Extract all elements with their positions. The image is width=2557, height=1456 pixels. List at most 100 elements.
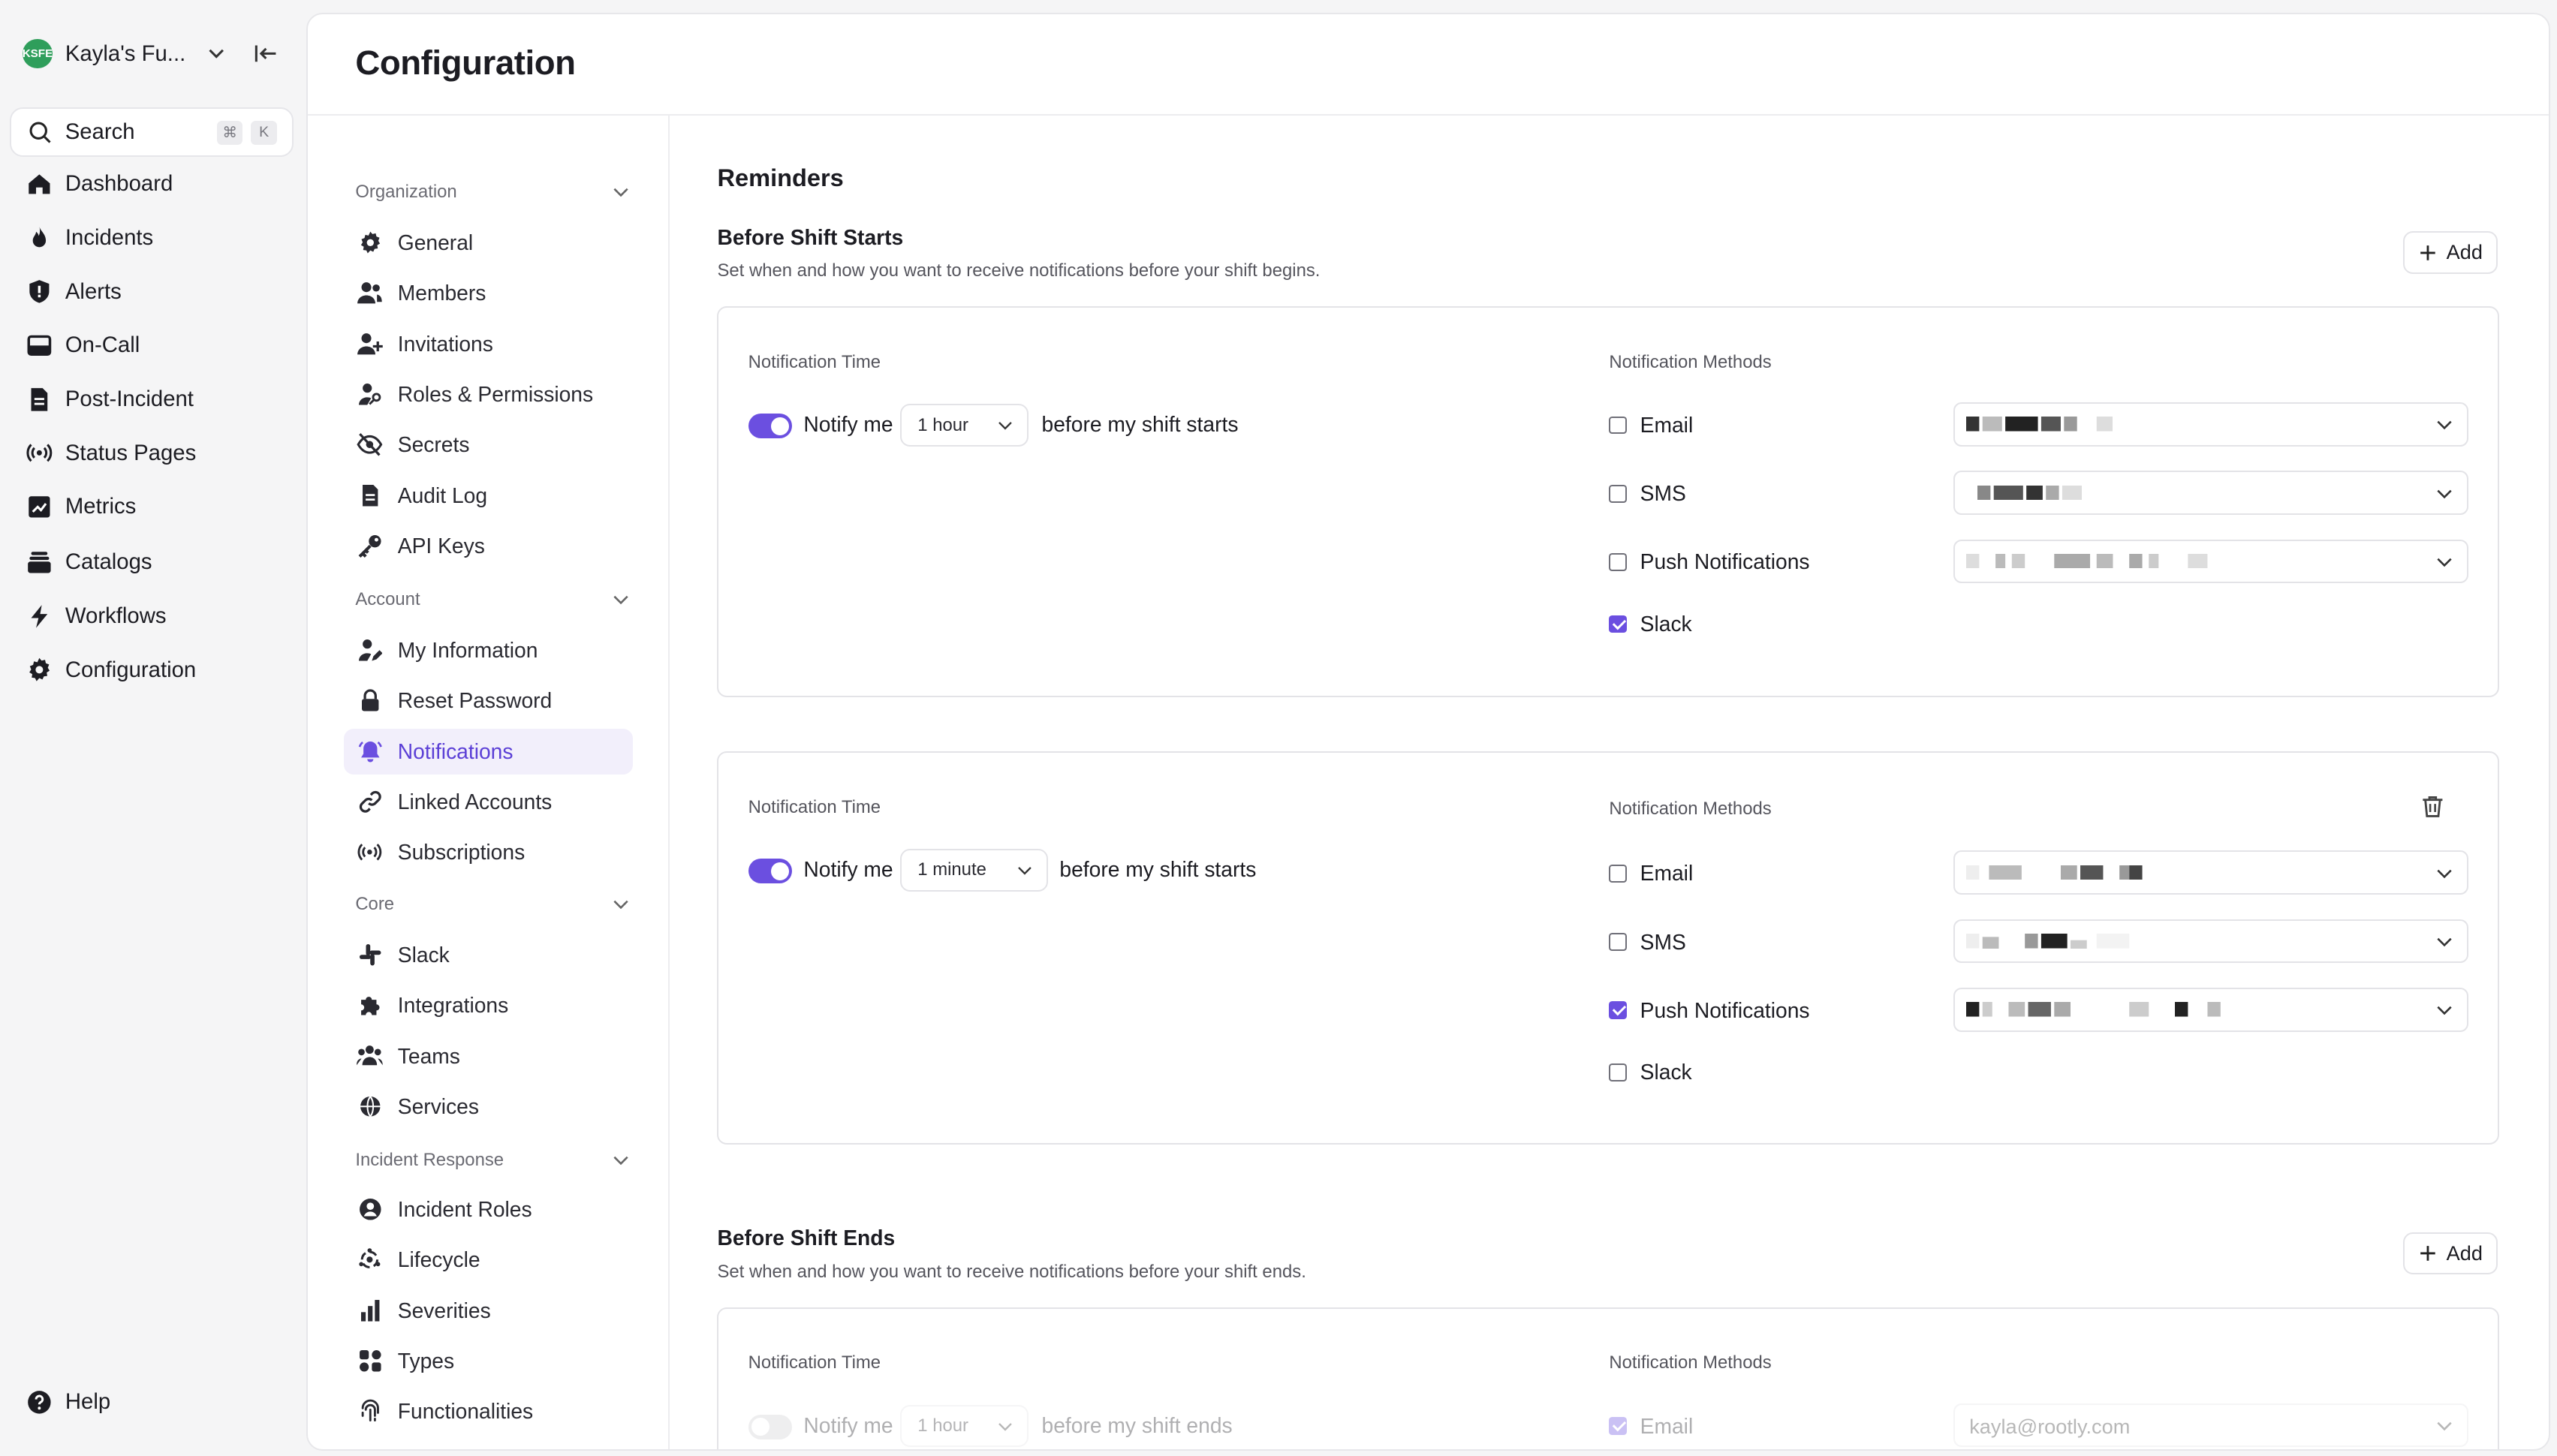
settings-item-types[interactable]: Types	[344, 1338, 632, 1384]
checkbox[interactable]	[1609, 553, 1628, 571]
org-avatar: KSFE	[23, 39, 53, 69]
nav-configuration[interactable]: Configuration	[10, 647, 294, 693]
settings-item-label: My Information	[397, 637, 538, 662]
settings-item-subscriptions[interactable]: Subscriptions	[344, 829, 632, 875]
chevron-down-icon	[2437, 869, 2452, 878]
settings-item-severities[interactable]: Severities	[344, 1288, 632, 1334]
settings-item-my-information[interactable]: My Information	[344, 627, 632, 673]
checkbox[interactable]	[1609, 933, 1628, 951]
add-before-end-button[interactable]: Add	[2403, 1232, 2498, 1275]
reminder-toggle[interactable]	[748, 859, 793, 883]
settings-item-label: Integrations	[397, 993, 509, 1018]
section-account[interactable]: Account	[355, 587, 636, 613]
user-plus-icon	[357, 331, 384, 357]
checkbox[interactable]	[1609, 864, 1628, 883]
stack-icon	[26, 549, 53, 576]
method-sms[interactable]: SMS	[1609, 929, 1686, 955]
time-select[interactable]: 1 hour	[899, 1404, 1029, 1448]
checkbox[interactable]	[1609, 1417, 1628, 1436]
nav-on-call[interactable]: On-Call	[10, 323, 294, 369]
checkbox[interactable]	[1609, 484, 1628, 503]
section-core[interactable]: Core	[355, 892, 636, 918]
email-select[interactable]	[1953, 402, 2469, 447]
nav-incidents[interactable]: Incidents	[10, 215, 294, 261]
method-push[interactable]: Push Notifications	[1609, 997, 1810, 1024]
add-label: Add	[2446, 1241, 2483, 1265]
reminder-toggle[interactable]	[748, 1414, 793, 1439]
push-select[interactable]	[1953, 987, 2469, 1032]
nav-help[interactable]: Help	[10, 1379, 294, 1425]
nav-alerts[interactable]: Alerts	[10, 269, 294, 314]
shortcut-k-key: K	[251, 120, 278, 146]
settings-item-functionalities[interactable]: Functionalities	[344, 1388, 632, 1434]
org-switcher[interactable]: KSFE Kayla's Fu...	[23, 36, 297, 72]
email-value: kayla@rootly.com	[1969, 1414, 2131, 1438]
nav-metrics[interactable]: Metrics	[10, 484, 294, 530]
sms-select[interactable]	[1953, 919, 2469, 964]
users-icon	[357, 280, 383, 306]
section-incident-response[interactable]: Incident Response	[355, 1148, 636, 1174]
notify-me-text: Notify me	[803, 412, 893, 437]
trash-icon[interactable]	[2420, 793, 2446, 820]
before-shift-starts-subtitle: Set when and how you want to receive not…	[717, 260, 1321, 281]
checkbox[interactable]	[1609, 1063, 1628, 1081]
settings-item-reset-password[interactable]: Reset Password	[344, 678, 632, 723]
settings-item-roles-permissions[interactable]: Roles & Permissions	[344, 372, 632, 417]
collapse-sidebar-icon[interactable]	[253, 41, 279, 67]
checkbox[interactable]	[1609, 1001, 1628, 1020]
settings-item-api-keys[interactable]: API Keys	[344, 523, 632, 569]
add-before-start-button[interactable]: Add	[2403, 231, 2498, 274]
settings-item-lifecycle[interactable]: Lifecycle	[344, 1237, 632, 1283]
chevron-down-icon	[613, 901, 628, 910]
settings-item-notifications[interactable]: Notifications	[344, 728, 633, 775]
settings-item-secrets[interactable]: Secrets	[344, 422, 632, 468]
nav-workflows[interactable]: Workflows	[10, 594, 294, 639]
email-select[interactable]	[1953, 850, 2469, 895]
nav-label: Catalogs	[65, 549, 152, 575]
chevron-down-icon	[2437, 558, 2452, 567]
checkbox[interactable]	[1609, 416, 1628, 435]
search-button[interactable]: Search ⌘ K	[10, 107, 294, 157]
nav-status-pages[interactable]: Status Pages	[10, 430, 294, 476]
checkbox[interactable]	[1609, 615, 1628, 633]
time-select[interactable]: 1 hour	[899, 404, 1029, 447]
nav-dashboard[interactable]: Dashboard	[10, 161, 294, 207]
method-email[interactable]: Email	[1609, 412, 1693, 438]
settings-item-linked-accounts[interactable]: Linked Accounts	[344, 779, 632, 825]
settings-item-audit-log[interactable]: Audit Log	[344, 473, 632, 519]
push-select[interactable]	[1953, 539, 2469, 584]
settings-item-label: Linked Accounts	[397, 789, 553, 814]
add-label: Add	[2446, 240, 2483, 264]
settings-item-teams[interactable]: Teams	[344, 1033, 632, 1079]
gear-icon	[26, 657, 53, 683]
method-email[interactable]: Email	[1609, 860, 1693, 886]
settings-item-general[interactable]: General	[344, 220, 632, 266]
nav-label: Configuration	[65, 657, 197, 682]
settings-item-invitations[interactable]: Invitations	[344, 321, 632, 367]
sms-select[interactable]	[1953, 471, 2469, 515]
method-sms[interactable]: SMS	[1609, 480, 1686, 507]
method-email[interactable]: Email	[1609, 1413, 1693, 1439]
settings-item-label: Secrets	[397, 432, 470, 457]
method-label: Email	[1640, 413, 1694, 438]
nav-label: On-Call	[65, 332, 140, 358]
time-select[interactable]: 1 minute	[899, 849, 1049, 892]
cycle-icon	[357, 1247, 383, 1273]
method-slack[interactable]: Slack	[1609, 1059, 1692, 1085]
settings-item-slack[interactable]: Slack	[344, 932, 632, 978]
nav-label: Post-Incident	[65, 387, 194, 412]
reminder-toggle[interactable]	[748, 414, 793, 438]
nav-catalogs[interactable]: Catalogs	[10, 540, 294, 585]
method-slack[interactable]: Slack	[1609, 611, 1692, 637]
settings-item-services[interactable]: Services	[344, 1084, 632, 1130]
notification-methods-label: Notification Methods	[1609, 798, 1772, 819]
redacted-value	[1977, 485, 2083, 501]
chevron-down-icon	[209, 50, 224, 59]
section-organization[interactable]: Organization	[355, 179, 636, 206]
method-push[interactable]: Push Notifications	[1609, 549, 1810, 576]
settings-item-incident-roles[interactable]: Incident Roles	[344, 1187, 632, 1232]
email-select[interactable]: kayla@rootly.com	[1953, 1403, 2469, 1448]
settings-item-members[interactable]: Members	[344, 270, 632, 316]
nav-post-incident[interactable]: Post-Incident	[10, 377, 294, 423]
settings-item-integrations[interactable]: Integrations	[344, 983, 632, 1029]
